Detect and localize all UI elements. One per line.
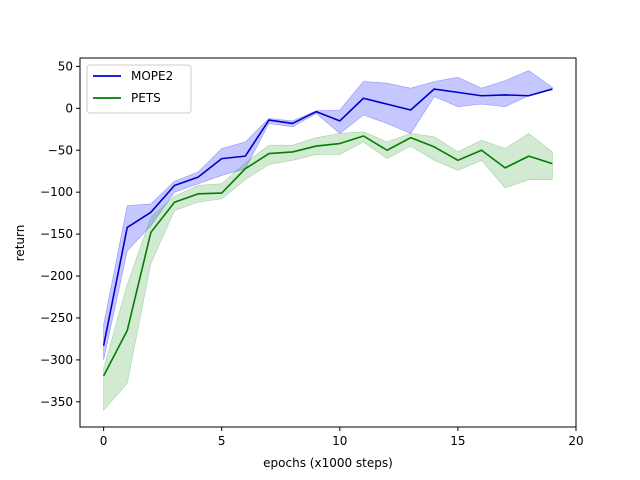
y-tick-label: −300: [40, 353, 73, 367]
y-axis: 50 0 −50 −100 −150 −200 −250 −300 −350: [40, 59, 80, 409]
plot-area: [102, 70, 553, 412]
x-tick-label: 15: [450, 434, 465, 448]
x-axis-label: epochs (x1000 steps): [263, 456, 393, 470]
x-tick-label: 10: [332, 434, 347, 448]
y-axis-label: return: [13, 225, 27, 262]
y-tick-label: −50: [48, 143, 73, 157]
confidence-band-mope2: [103, 70, 553, 360]
confidence-band-pets: [103, 131, 553, 412]
x-tick-label: 20: [568, 434, 583, 448]
legend-mope2-label: MOPE2: [131, 69, 173, 83]
y-tick-label: −150: [40, 227, 73, 241]
y-tick-label: 0: [65, 101, 73, 115]
legend-box: [86, 64, 192, 114]
series-line-pets: [102, 135, 553, 377]
x-tick-label: 5: [218, 434, 226, 448]
y-tick-label: 50: [58, 59, 73, 73]
y-tick-label: −350: [40, 395, 73, 409]
x-tick-label: 0: [100, 434, 108, 448]
x-axis: 0 5 10 15 20: [100, 427, 584, 448]
y-tick-label: −250: [40, 311, 73, 325]
series-line-mope2: [102, 88, 553, 346]
y-tick-label: −100: [40, 185, 73, 199]
plot-frame: [79, 57, 577, 428]
legend: MOPE2 PETS: [86, 64, 192, 114]
y-tick-label: −200: [40, 269, 73, 283]
legend-pets-label: PETS: [131, 91, 161, 105]
